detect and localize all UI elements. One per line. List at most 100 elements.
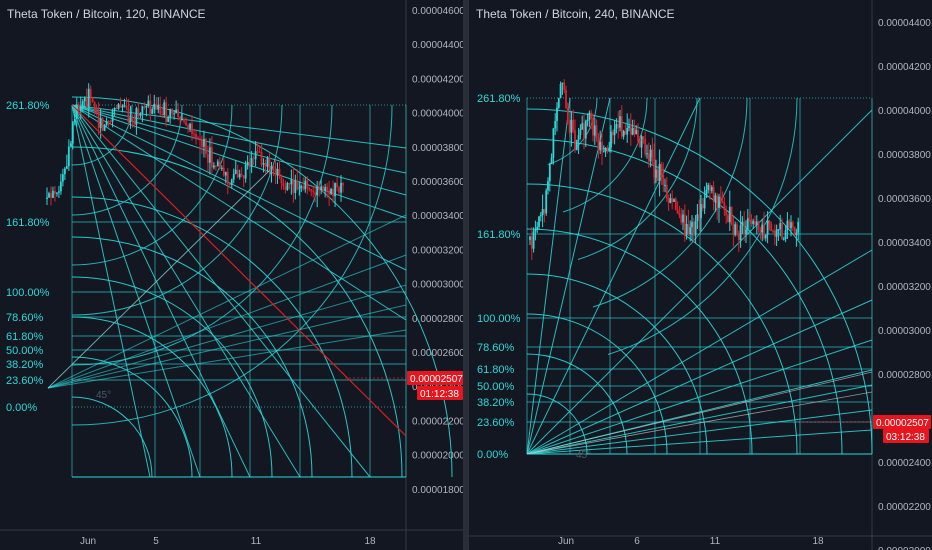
candle-body bbox=[278, 168, 281, 176]
candle-body bbox=[610, 131, 612, 148]
price-tick-label: 0.00003600 bbox=[412, 177, 463, 188]
candle-body bbox=[230, 179, 233, 186]
candle-body bbox=[719, 196, 722, 202]
gann-arc bbox=[547, 97, 598, 165]
candle-body bbox=[561, 82, 564, 85]
candle-body bbox=[216, 161, 219, 167]
gann-arc bbox=[71, 146, 403, 478]
candle-body bbox=[781, 223, 783, 240]
candle-body bbox=[602, 151, 605, 153]
candle-body bbox=[314, 192, 317, 196]
chart-panel-left[interactable]: 0.00004600 0.00004400 0.00004200 0.00004000… bbox=[0, 0, 463, 550]
candle-body bbox=[81, 101, 84, 107]
chart-canvas-left[interactable]: 0.00004600 0.00004400 0.00004200 0.00004000… bbox=[0, 0, 463, 550]
candle-body bbox=[316, 186, 319, 196]
candle-body bbox=[782, 238, 785, 240]
candle-body bbox=[649, 149, 652, 162]
gann-fan-line bbox=[526, 384, 873, 455]
candle-body bbox=[236, 169, 239, 178]
candle-body bbox=[141, 106, 144, 114]
fib-level-label: 78.60% bbox=[6, 312, 44, 324]
candle-body bbox=[60, 181, 62, 192]
gann-fan-line bbox=[47, 284, 407, 389]
candle-body bbox=[165, 102, 168, 122]
candle-body bbox=[111, 110, 114, 122]
candle-body bbox=[626, 127, 629, 135]
date-tick-label: 6 bbox=[634, 536, 640, 547]
gann-arc bbox=[71, 396, 153, 478]
candle-body bbox=[772, 230, 774, 232]
gann-arc bbox=[71, 236, 313, 478]
gann-fan-line bbox=[71, 104, 251, 478]
candle-body bbox=[548, 164, 551, 182]
fib-level-label: 38.20% bbox=[477, 397, 515, 409]
candle-body bbox=[191, 123, 193, 134]
candle-body bbox=[234, 169, 237, 174]
candle-body bbox=[226, 171, 229, 184]
candle-body bbox=[683, 214, 686, 236]
candle-body bbox=[209, 147, 211, 163]
candle-body bbox=[135, 108, 138, 125]
candle-body bbox=[592, 118, 594, 136]
candle-body bbox=[755, 221, 758, 226]
candle-body bbox=[631, 127, 634, 135]
candle-body bbox=[734, 224, 737, 236]
gann-arc bbox=[71, 316, 233, 478]
candle-body bbox=[69, 143, 72, 147]
candle-body bbox=[155, 103, 158, 110]
candle-body bbox=[629, 125, 632, 135]
candle-body bbox=[710, 187, 713, 191]
candle-body bbox=[773, 231, 776, 237]
countdown-tag bbox=[883, 429, 929, 443]
candle-body bbox=[282, 183, 285, 187]
candle-body bbox=[203, 138, 205, 147]
candle-body bbox=[320, 186, 323, 190]
price-tick-label: 0.00004400 bbox=[412, 40, 463, 51]
candle-body bbox=[298, 187, 301, 189]
chart-title: Theta Token / Bitcoin, 240, BINANCE bbox=[476, 7, 675, 21]
chart-title: Theta Token / Bitcoin, 120, BINANCE bbox=[7, 7, 206, 21]
angle-label: 45° bbox=[96, 390, 111, 401]
angle-label: 45° bbox=[576, 450, 591, 461]
candle-body bbox=[584, 121, 587, 139]
fib-level-label: 161.80% bbox=[477, 229, 521, 241]
candle-body bbox=[611, 131, 614, 136]
candle-body bbox=[766, 220, 769, 235]
fib-level-label: 38.20% bbox=[6, 359, 44, 371]
candle-body bbox=[129, 117, 132, 122]
candle-body bbox=[336, 183, 338, 188]
candle-body bbox=[730, 206, 733, 224]
candle-body bbox=[212, 165, 215, 168]
candle-body bbox=[238, 174, 241, 178]
chart-panel-right[interactable]: 0.00004400 0.00004200 0.00004000 0.00003800… bbox=[469, 0, 932, 550]
candle-body bbox=[736, 224, 738, 234]
candle-body bbox=[718, 196, 720, 208]
candle-body bbox=[109, 121, 112, 123]
price-tick-label: 0.00004600 bbox=[412, 6, 463, 17]
candle-body bbox=[304, 180, 307, 190]
candle-body bbox=[601, 141, 603, 152]
candle-body bbox=[312, 191, 315, 193]
chart-canvas-right[interactable]: 0.00004400 0.00004200 0.00004000 0.00003800… bbox=[469, 0, 932, 550]
candle-body bbox=[58, 191, 60, 193]
candle-body bbox=[646, 153, 648, 155]
candle-body bbox=[288, 183, 291, 185]
trend-line bbox=[71, 104, 407, 437]
candle-body bbox=[77, 104, 80, 111]
panel-divider[interactable] bbox=[463, 0, 469, 550]
fib-level-label: 23.60% bbox=[477, 417, 515, 429]
candle-body bbox=[318, 186, 321, 190]
candle-body bbox=[199, 138, 201, 141]
candle-body bbox=[538, 216, 540, 227]
gann-fan-line bbox=[71, 104, 301, 478]
candle-body bbox=[266, 157, 269, 167]
candle-body bbox=[123, 105, 126, 107]
candle-body bbox=[286, 183, 289, 190]
candle-body bbox=[328, 190, 331, 195]
candle-body bbox=[342, 182, 344, 186]
candle-body bbox=[547, 181, 549, 191]
candle-body bbox=[101, 118, 104, 131]
candle-body bbox=[151, 109, 154, 114]
gann-fan-line bbox=[47, 254, 407, 389]
